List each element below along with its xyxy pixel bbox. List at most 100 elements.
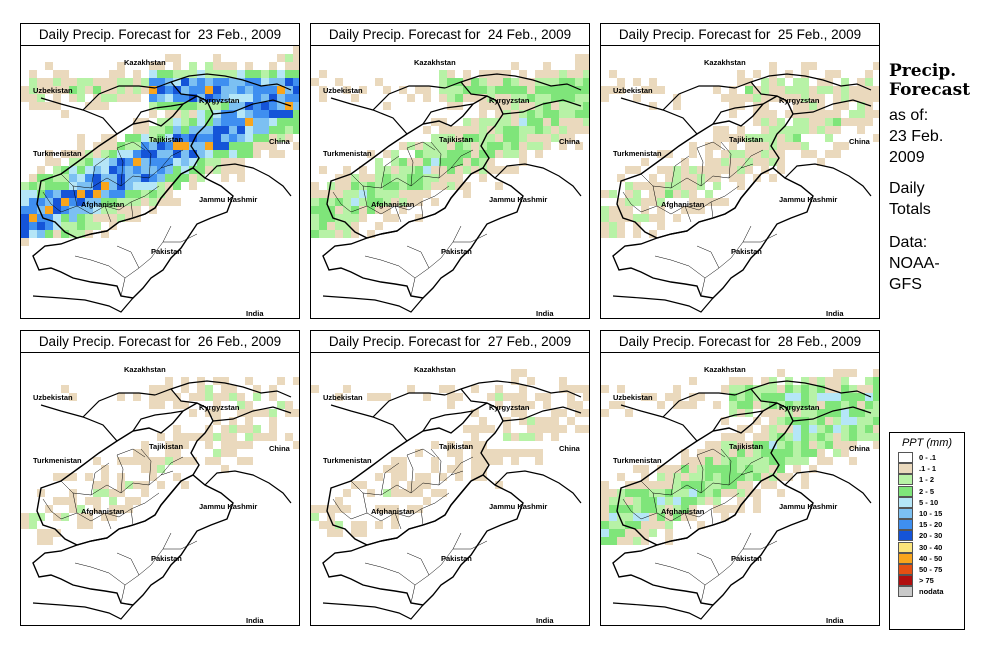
precip-cell	[543, 401, 551, 409]
precip-cell	[633, 166, 641, 174]
precip-cell	[841, 118, 849, 126]
precip-cell	[519, 126, 527, 134]
precip-cell	[61, 86, 69, 94]
precip-cell	[173, 158, 181, 166]
precip-cell	[133, 198, 141, 206]
precip-cell	[125, 505, 133, 513]
precip-cell	[769, 150, 777, 158]
precip-cell	[673, 182, 681, 190]
precip-cell	[181, 142, 189, 150]
precip-cell	[125, 174, 133, 182]
precip-cell	[407, 142, 415, 150]
precip-cell	[157, 174, 165, 182]
precip-cell	[197, 102, 205, 110]
precip-cell	[431, 150, 439, 158]
precip-cell	[519, 433, 527, 441]
precip-cell	[777, 489, 785, 497]
precip-cell	[729, 401, 737, 409]
precip-cell	[141, 86, 149, 94]
precip-cell	[681, 497, 689, 505]
precip-cell	[229, 110, 237, 118]
precip-cell	[125, 198, 133, 206]
precip-cell	[205, 425, 213, 433]
precip-cell	[519, 369, 527, 377]
precip-cell	[141, 449, 149, 457]
uzbekistan-border	[330, 392, 446, 442]
precip-cell	[463, 134, 471, 142]
precip-cell	[873, 377, 879, 385]
precip-cell	[53, 70, 61, 78]
precip-cell	[181, 134, 189, 142]
precip-cell	[705, 166, 713, 174]
legend-item: 0 - .1	[890, 452, 964, 464]
precip-cell	[45, 537, 53, 545]
precip-cell	[117, 166, 125, 174]
precip-cell	[221, 70, 229, 78]
precip-cell	[69, 222, 77, 230]
precip-cell	[535, 150, 543, 158]
precip-cell	[833, 94, 841, 102]
precip-cell	[625, 505, 633, 513]
precip-cell	[141, 126, 149, 134]
precip-cell	[197, 70, 205, 78]
label-kyrgyzstan: Kyrgyzstan	[199, 403, 240, 412]
as-of-text: as of: 23 Feb. 2009	[889, 105, 981, 168]
precip-cell	[575, 102, 583, 110]
precip-cell	[213, 94, 221, 102]
precip-cell	[801, 142, 809, 150]
precip-cell	[841, 433, 849, 441]
precip-cell	[825, 441, 833, 449]
precip-cell	[229, 417, 237, 425]
precip-cell	[29, 206, 37, 214]
precip-cell	[391, 513, 399, 521]
precip-cell	[689, 206, 697, 214]
legend-swatch	[898, 586, 913, 598]
precip-cell	[633, 465, 641, 473]
precip-cell	[761, 433, 769, 441]
precip-cell	[399, 182, 407, 190]
precip-cell	[519, 401, 527, 409]
precip-cell	[617, 174, 625, 182]
label-china: China	[269, 137, 291, 146]
precip-cell	[705, 174, 713, 182]
precip-cell	[825, 86, 833, 94]
precip-cell	[205, 433, 213, 441]
precip-cell	[673, 214, 681, 222]
precip-cell	[609, 521, 617, 529]
legend-label: 15 - 20	[919, 520, 943, 530]
precip-cell	[125, 142, 133, 150]
precip-cell	[431, 489, 439, 497]
precip-cell	[383, 206, 391, 214]
precip-cell	[745, 465, 753, 473]
precip-cell	[85, 174, 93, 182]
precip-cell	[617, 230, 625, 238]
precip-cell	[833, 102, 841, 110]
precip-cell	[673, 473, 681, 481]
precip-cell	[633, 521, 641, 529]
precip-cell	[21, 94, 29, 102]
precip-cell	[447, 134, 455, 142]
precip-cell	[181, 481, 189, 489]
precip-cell	[197, 393, 205, 401]
precip-cell	[471, 142, 479, 150]
precip-cell	[559, 409, 567, 417]
precip-cell	[777, 86, 785, 94]
precip-cell	[237, 158, 245, 166]
precip-cell	[327, 222, 335, 230]
precip-cell	[721, 505, 729, 513]
label-turkmenistan: Turkmenistan	[323, 149, 372, 158]
precip-cell	[245, 457, 253, 465]
precip-cell	[261, 118, 269, 126]
precip-cell	[439, 150, 447, 158]
precip-cell	[407, 158, 415, 166]
precip-cell	[245, 86, 253, 94]
precip-cell	[165, 182, 173, 190]
precip-cell	[865, 425, 873, 433]
precip-cell	[45, 230, 53, 238]
precip-cell	[431, 465, 439, 473]
precip-cell	[809, 449, 817, 457]
pakistan-border	[322, 474, 524, 606]
precip-cell	[367, 190, 375, 198]
precip-cell	[609, 222, 617, 230]
precip-cell	[479, 425, 487, 433]
